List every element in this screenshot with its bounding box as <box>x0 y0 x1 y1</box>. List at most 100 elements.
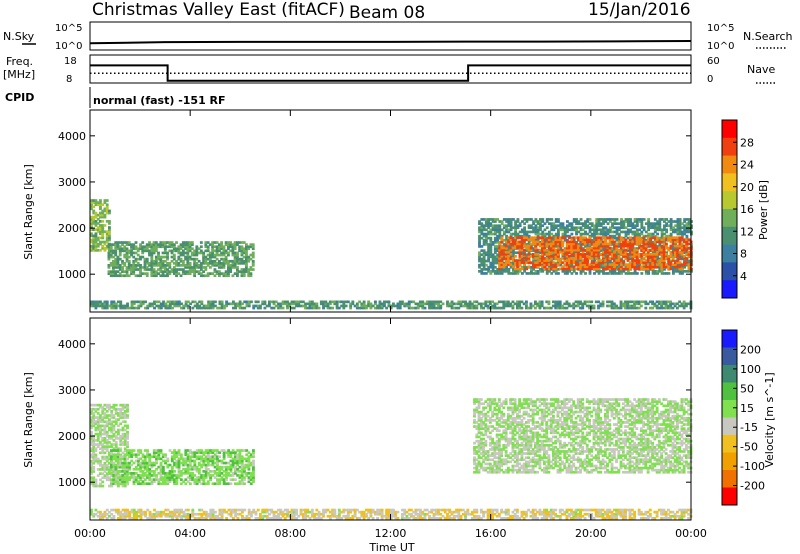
heatmap-cell <box>112 270 115 273</box>
heatmap-cell <box>218 270 221 273</box>
heatmap-cell <box>125 476 129 479</box>
heatmap-cell <box>595 224 599 228</box>
heatmap-cell <box>539 268 542 271</box>
heatmap-cell <box>227 247 230 251</box>
heatmap-cell <box>148 455 152 459</box>
heatmap-cell <box>125 457 129 461</box>
heatmap-cell <box>114 472 118 475</box>
heatmap-cell <box>563 236 567 240</box>
heatmap-cell <box>208 251 212 255</box>
heatmap-cell <box>506 300 510 304</box>
heatmap-cell <box>604 267 607 271</box>
heatmap-cell <box>584 232 587 236</box>
heatmap-cell <box>574 257 578 260</box>
heatmap-cell <box>530 230 533 234</box>
heatmap-cell <box>624 218 628 221</box>
heatmap-cell <box>509 218 513 221</box>
heatmap-cell <box>99 228 102 231</box>
heatmap-cell <box>170 474 174 477</box>
heatmap-cell <box>126 407 129 411</box>
heatmap-cell <box>123 482 127 486</box>
heatmap-cell <box>507 236 511 240</box>
heatmap-cell <box>597 267 601 271</box>
heatmap-cell <box>502 246 506 250</box>
heatmap-cell <box>110 482 113 486</box>
heatmap-cell <box>674 243 678 246</box>
heatmap-cell <box>157 243 160 246</box>
heatmap-cell <box>103 230 107 234</box>
heatmap-cell <box>148 472 152 475</box>
heatmap-cell <box>101 215 105 219</box>
heatmap-cell <box>504 259 508 262</box>
heatmap-cell <box>579 261 583 264</box>
heatmap-cell <box>656 249 660 252</box>
heatmap-cell <box>552 224 556 228</box>
heatmap-cell <box>220 300 224 304</box>
heatmap-cell <box>177 264 181 267</box>
heatmap-cell <box>572 259 576 262</box>
heatmap-cell <box>145 259 149 263</box>
heatmap-cell <box>516 251 520 255</box>
heatmap-cell <box>105 455 109 459</box>
heatmap-cell <box>572 265 576 269</box>
heatmap-cell <box>236 257 239 261</box>
heatmap-cell <box>125 253 129 257</box>
heatmap-cell <box>478 226 481 230</box>
heatmap-cell <box>179 253 183 257</box>
heatmap-cell <box>229 302 233 306</box>
heatmap-cell <box>498 234 502 238</box>
heatmap-cell <box>166 300 170 304</box>
heatmap-cell <box>206 264 210 267</box>
heatmap-cell <box>674 253 677 256</box>
heatmap-cell <box>577 246 580 250</box>
heatmap-cell <box>570 267 574 271</box>
heatmap-cell <box>653 230 657 234</box>
heatmap-cell <box>534 259 538 263</box>
heatmap-cell <box>644 222 648 225</box>
heatmap-cell <box>665 251 669 255</box>
heatmap-cell <box>90 228 93 231</box>
heatmap-cell <box>90 468 93 471</box>
heatmap-cell <box>608 259 612 263</box>
heatmap-cell <box>579 272 583 275</box>
heatmap-cell <box>541 242 544 246</box>
heatmap-cell <box>229 270 233 273</box>
heatmap-cell <box>608 253 612 256</box>
heatmap-cell <box>550 250 553 254</box>
heatmap-cell <box>159 264 163 267</box>
heatmap-cell <box>430 300 434 304</box>
heatmap-cell <box>466 304 470 308</box>
heatmap-cell <box>112 266 115 269</box>
heatmap-cell <box>606 236 610 240</box>
heatmap-cell <box>532 272 536 275</box>
heatmap-cell <box>126 441 129 444</box>
heatmap-cell <box>599 222 603 225</box>
heatmap-cell <box>175 268 178 271</box>
heatmap-cell <box>523 243 527 246</box>
heatmap-cell <box>683 224 687 228</box>
heatmap-cell <box>545 257 549 260</box>
heatmap-cell <box>126 302 129 306</box>
heatmap-cell <box>211 264 215 267</box>
heatmap-cell <box>559 267 562 271</box>
heatmap-cell <box>520 300 524 304</box>
heatmap-cell <box>125 257 129 261</box>
heatmap-cell <box>511 306 515 310</box>
heatmap-cell <box>105 466 109 469</box>
heatmap-cell <box>188 264 192 267</box>
heatmap-cell <box>579 255 583 258</box>
heatmap-cell <box>475 306 479 310</box>
heatmap-cell <box>154 274 158 278</box>
heatmap-cell <box>105 420 109 424</box>
heatmap-cell <box>543 259 547 262</box>
heatmap-cell <box>552 263 556 267</box>
heatmap-cell <box>378 306 382 310</box>
heatmap-cell <box>206 272 210 275</box>
heatmap-cell <box>110 416 114 419</box>
heatmap-cell <box>245 304 249 308</box>
heatmap-cell <box>599 249 603 252</box>
heatmap-cell <box>473 304 476 308</box>
heatmap-cell <box>642 248 646 252</box>
heatmap-cell <box>94 459 98 463</box>
heatmap-cell <box>527 265 531 269</box>
